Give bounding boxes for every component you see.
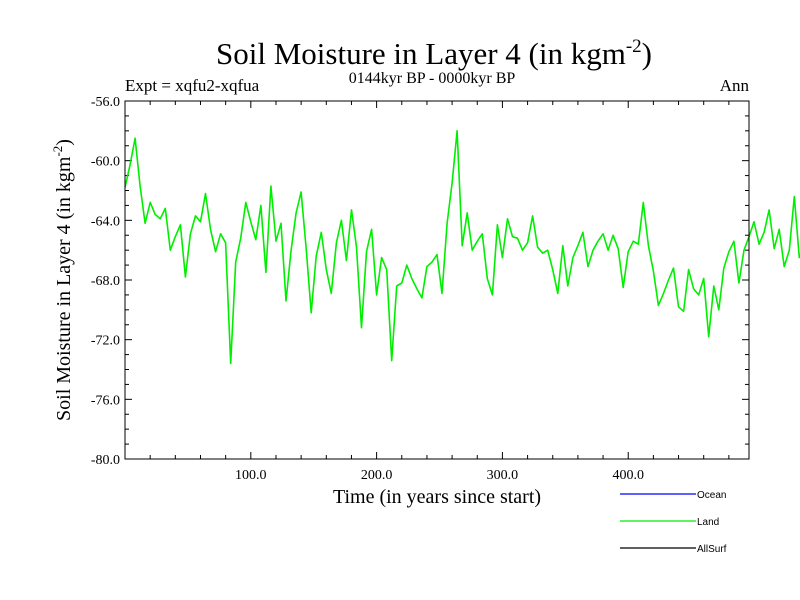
y-tick-label: -56.0 [91, 95, 120, 110]
expt-label: Expt = xqfu2-xqfua [125, 76, 260, 95]
y-tick-label: -64.0 [91, 214, 120, 229]
legend: Ocean Land AllSurf [620, 490, 727, 555]
ticks-layer: -80.0 -76.0 -72.0 -68.0 -64.0 -60.0 -56.0 100.0… [91, 95, 749, 483]
plot-frame [124, 100, 750, 460]
y-axis-label-superscript: -2 [50, 146, 65, 157]
season-label: Ann [720, 76, 750, 95]
y-axis-label: Soil Moisture in Layer 4 (in kgm-2) [50, 139, 75, 421]
chart-subtitle: 0144kyr BP - 0000kyr BP [349, 70, 516, 87]
x-tick-label: 100.0 [235, 468, 267, 483]
chart-title: Soil Moisture in Layer 4 (in kgm-2) [216, 36, 652, 71]
chart-title-superscript: -2 [626, 36, 642, 57]
x-tick-label: 200.0 [361, 468, 393, 483]
x-tick-label: 300.0 [487, 468, 519, 483]
legend-label-ocean: Ocean [697, 490, 726, 501]
x-axis-label: Time (in years since start) [333, 486, 541, 508]
y-axis-label-close: ) [53, 139, 75, 146]
legend-label-allsurf: AllSurf [697, 544, 727, 555]
y-tick-label: -72.0 [91, 334, 120, 349]
y-tick-label: -76.0 [91, 393, 120, 408]
series-layer [124, 130, 800, 365]
series-line-land [124, 130, 800, 365]
y-tick-label: -68.0 [91, 274, 120, 289]
chart-title-close: ) [642, 36, 652, 71]
x-tick-label: 400.0 [612, 468, 644, 483]
y-tick-label: -60.0 [91, 155, 120, 170]
legend-label-land: Land [697, 517, 719, 528]
y-tick-label: -80.0 [91, 453, 120, 468]
